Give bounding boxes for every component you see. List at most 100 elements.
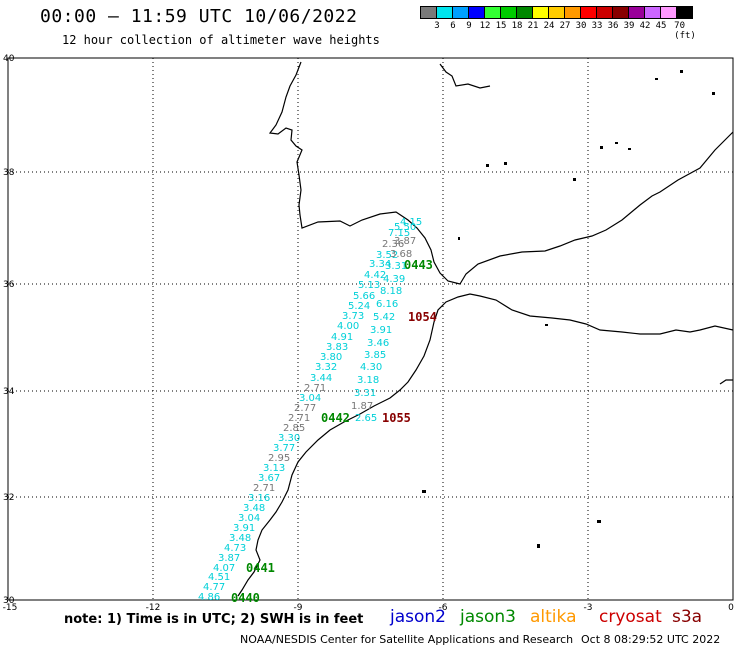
wave-value: 3.04 [299,393,321,404]
coastlines [237,61,734,597]
legend-label: 30 [575,21,587,31]
wave-value: 3.68 [390,249,412,260]
spain-north-coast [439,63,491,89]
wave-track-b: 1.87 3.31 3.18 4.30 3.85 3.46 3.91 5.42 … [351,236,416,424]
wave-value: 5.50 [394,222,416,233]
track-label-1054: 1054 [408,310,437,324]
minor-coast [719,379,733,385]
x-axis-labels: -15 -12 -9 -6 -3 0 [3,603,734,613]
wave-value: 3.46 [367,338,389,349]
spain-med-coast [459,131,734,285]
wave-value: 5.42 [373,312,395,323]
wave-value: 4.42 [364,270,386,281]
wave-value: 3.52 [376,250,398,261]
sat-jason2: jason2 [390,607,446,627]
timestamp: Oct 8 08:29:52 UTC 2022 [581,633,721,646]
sat-s3a: s3a [672,607,703,627]
track-label-1055: 1055 [382,411,411,425]
wave-value: 2.71 [288,413,310,424]
wave-value: 7.15 [388,228,410,239]
wave-value: 5.24 [348,301,370,312]
wave-value: 3.34 [369,259,391,270]
wave-value: 3.31 [354,388,376,399]
plot-frame [7,57,734,601]
wave-value: 3.32 [315,362,337,373]
legend-label: 6 [450,21,456,31]
legend-label: 9 [466,21,472,31]
sat-jason3: jason3 [460,607,516,627]
portugal-coast [268,61,461,285]
wave-value: 3.85 [364,350,386,361]
wave-value: 3.91 [370,325,392,336]
islands [422,70,715,548]
legend-label: 21 [527,21,539,31]
track-label-0442: 0442 [321,411,350,425]
legend-label: 36 [607,21,619,31]
legend-swatch [676,6,693,19]
wave-value: 5.66 [353,291,375,302]
wave-value: 2.71 [304,383,326,394]
wave-value: 3.91 [233,523,255,534]
legend-label: 12 [479,21,491,31]
legend-label: 27 [559,21,571,31]
wave-value: 3.87 [394,236,416,247]
wave-value: 4.15 [400,217,422,228]
wave-value: 3.13 [263,463,285,474]
legend-label: 39 [623,21,635,31]
wave-value: 1.87 [351,401,373,412]
wave-value: 4.07 [213,563,235,574]
wave-value: 4.91 [331,332,353,343]
credit-line: NOAA/NESDIS Center for Satellite Applica… [240,633,574,646]
wave-value: 3.48 [243,503,265,514]
wave-value: 2.95 [268,453,290,464]
wave-value: 4.51 [208,572,230,583]
wave-value: 3.73 [342,311,364,322]
sat-altika: altika [530,607,577,627]
gridlines [8,58,733,600]
y-label: 38 [3,168,15,178]
track-labels: 0440 0441 0442 0443 1054 1055 [231,258,437,605]
wave-value: 3.67 [258,473,280,484]
y-label: 36 [3,280,15,290]
wave-value: 4.86 [198,592,220,603]
wave-value: 3.31 [385,261,407,272]
wave-value: 2.85 [283,423,305,434]
wave-value: 4.77 [203,582,225,593]
wave-value: 3.30 [278,433,300,444]
y-label: 40 [3,54,15,64]
y-label: 34 [3,387,15,397]
morocco-coast [237,293,734,597]
wave-value: 4.39 [383,274,405,285]
wave-value: 3.04 [238,513,260,524]
wave-value: 3.77 [273,443,295,454]
track-label-0440: 0440 [231,591,260,605]
wave-value: 3.83 [326,342,348,353]
wave-value: 3.44 [310,373,332,384]
wave-value: 2.36 [382,239,404,250]
legend-label: 18 [511,21,523,31]
wave-value: 4.73 [224,543,246,554]
legend-label: 15 [495,21,507,31]
wave-value: 6.16 [376,299,398,310]
wave-value: 4.00 [337,321,359,332]
legend-label: 24 [543,21,555,31]
wave-value: 2.65 [355,413,377,424]
wave-value: 8.18 [380,286,402,297]
wave-track-a: 4.86 4.77 4.51 4.07 3.87 4.73 3.48 3.91 … [198,217,422,603]
x-label: -3 [584,603,593,613]
wave-value: 2.77 [294,403,316,414]
legend-label: 42 [639,21,651,31]
map-title: 00:00 – 11:59 UTC 10/06/2022 [40,6,358,27]
wave-value: 3.80 [320,352,342,363]
wave-value: 3.18 [357,375,379,386]
wave-value: 3.87 [218,553,240,564]
color-legend [420,6,693,19]
legend-label: 70 (ft) [674,21,696,41]
x-label: -12 [146,603,161,613]
footer-note: note: 1) Time is in UTC; 2) SWH is in fe… [64,612,364,627]
sat-cryosat: cryosat [599,607,662,627]
y-axis-labels: 40 38 36 34 32 30 [3,54,15,606]
track-label-0443: 0443 [404,258,433,272]
wave-value: 4.30 [360,362,382,373]
